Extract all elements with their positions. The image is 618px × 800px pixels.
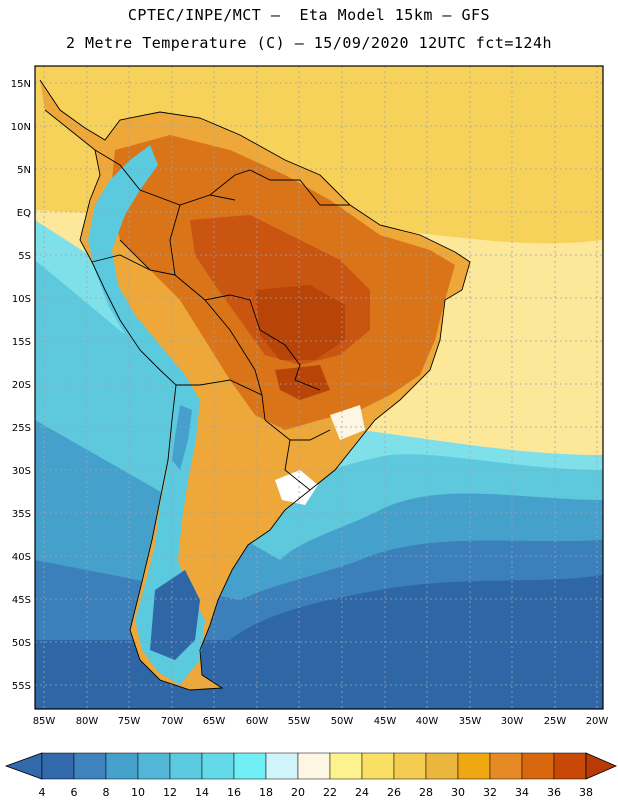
- lat-label: 30S: [12, 466, 31, 477]
- country-borders: [39, 79, 471, 691]
- lat-label: 50S: [12, 638, 31, 649]
- colorbar-swatch: [329, 752, 363, 780]
- map-title-line2: 2 Metre Temperature (C) – 15/09/2020 12U…: [65, 34, 553, 52]
- lat-label: EQ: [17, 208, 31, 219]
- lon-label: 25W: [544, 716, 567, 727]
- colorbar-label: 18: [259, 786, 273, 799]
- lat-label: 55S: [12, 681, 31, 692]
- colorbar-swatch: [521, 752, 555, 780]
- lat-label: 15S: [12, 337, 31, 348]
- colorbar-swatch: [201, 752, 235, 780]
- colorbar-label: 4: [39, 786, 46, 799]
- colorbar-swatch: [489, 752, 523, 780]
- lon-label: 45W: [374, 716, 397, 727]
- colorbar-swatch: [105, 752, 139, 780]
- colorbar-arrow-left: [4, 752, 43, 780]
- lon-label: 50W: [331, 716, 354, 727]
- lat-label: 35S: [12, 509, 31, 520]
- lon-label: 65W: [203, 716, 226, 727]
- lat-label: 10N: [11, 122, 31, 133]
- andes-cold-band: [88, 145, 205, 685]
- colorbar-label: 38: [579, 786, 593, 799]
- map-title-line1: CPTEC/INPE/MCT – Eta Model 15km – GFS: [127, 6, 491, 24]
- colorbar-label: 14: [195, 786, 209, 799]
- colorbar-label: 10: [131, 786, 145, 799]
- colorbar-swatch: [169, 752, 203, 780]
- temperature-field: [35, 66, 603, 709]
- colorbar-swatch: [265, 752, 299, 780]
- uruguay-cool-patch: [275, 470, 318, 505]
- colorbar-label: 36: [547, 786, 561, 799]
- colorbar-label: 12: [163, 786, 177, 799]
- lon-label: 80W: [76, 716, 99, 727]
- coastal-cool-patch: [330, 405, 365, 440]
- colorbar-label: 28: [419, 786, 433, 799]
- colorbar-label: 26: [387, 786, 401, 799]
- colorbar-label: 22: [323, 786, 337, 799]
- colorbar-swatch: [233, 752, 267, 780]
- lat-label: 5S: [18, 251, 31, 262]
- andes-cold-core: [172, 405, 192, 470]
- colorbar-swatch: [393, 752, 427, 780]
- colorbar: 4 6 8 10 12 14 16 18 20 22 24 26 28 30 3…: [4, 752, 618, 799]
- lat-label: 5N: [17, 165, 31, 176]
- land-very-hot: [255, 285, 345, 360]
- lat-label: 25S: [12, 423, 31, 434]
- lon-label: 55W: [288, 716, 311, 727]
- lon-label: 70W: [161, 716, 184, 727]
- colorbar-label: 20: [291, 786, 305, 799]
- colorbar-label: 34: [515, 786, 529, 799]
- lon-label: 20W: [586, 716, 609, 727]
- colorbar-label: 32: [483, 786, 497, 799]
- lon-label: 60W: [246, 716, 269, 727]
- lat-label: 15N: [11, 79, 31, 90]
- colorbar-label: 6: [71, 786, 78, 799]
- colorbar-swatch: [553, 752, 587, 780]
- colorbar-swatch: [425, 752, 459, 780]
- latitude-labels: 15N 10N 5N EQ 5S 10S 15S 20S 25S 30S 35S…: [11, 79, 31, 692]
- land-very-hot-south: [275, 365, 330, 400]
- colorbar-label: 8: [103, 786, 110, 799]
- colorbar-swatch: [73, 752, 107, 780]
- lon-label: 30W: [501, 716, 524, 727]
- lon-label: 85W: [33, 716, 56, 727]
- colorbar-label: 16: [227, 786, 241, 799]
- map-frame: [34, 65, 604, 710]
- lat-label: 45S: [12, 595, 31, 606]
- lon-label: 35W: [459, 716, 482, 727]
- lon-label: 75W: [118, 716, 141, 727]
- colorbar-swatch: [457, 752, 491, 780]
- lat-label: 20S: [12, 380, 31, 391]
- colorbar-label: 24: [355, 786, 369, 799]
- graticule: [35, 66, 603, 709]
- colorbar-swatch: [361, 752, 395, 780]
- colorbar-arrow-right: [585, 752, 618, 780]
- colorbar-label: 30: [451, 786, 465, 799]
- patagonia-cold: [150, 570, 200, 660]
- colorbar-swatch: [41, 752, 75, 780]
- lat-label: 40S: [12, 552, 31, 563]
- lon-label: 40W: [416, 716, 439, 727]
- colorbar-swatch: [297, 752, 331, 780]
- colorbar-swatch: [137, 752, 171, 780]
- longitude-labels: 85W 80W 75W 70W 65W 60W 55W 50W 45W 40W …: [33, 716, 609, 727]
- lat-label: 10S: [12, 294, 31, 305]
